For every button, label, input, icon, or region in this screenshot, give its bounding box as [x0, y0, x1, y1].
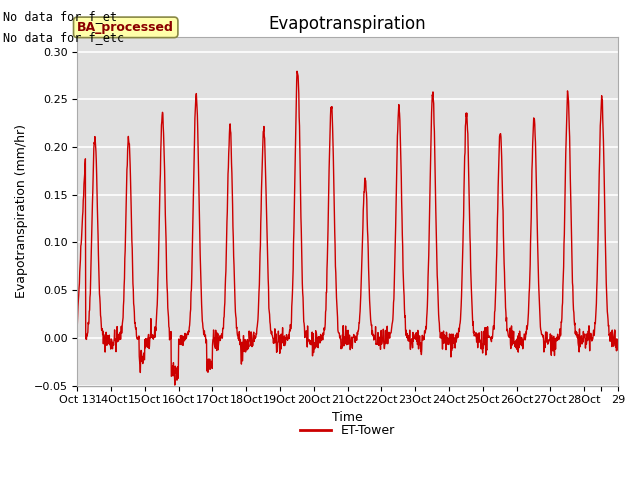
- Title: Evapotranspiration: Evapotranspiration: [269, 15, 426, 33]
- X-axis label: Time: Time: [332, 411, 363, 424]
- Y-axis label: Evapotranspiration (mm/hr): Evapotranspiration (mm/hr): [15, 124, 28, 299]
- Text: BA_processed: BA_processed: [77, 21, 174, 34]
- Text: No data for f_et: No data for f_et: [3, 10, 117, 23]
- Text: No data for f_etc: No data for f_etc: [3, 31, 124, 44]
- Legend: ET-Tower: ET-Tower: [295, 419, 401, 442]
